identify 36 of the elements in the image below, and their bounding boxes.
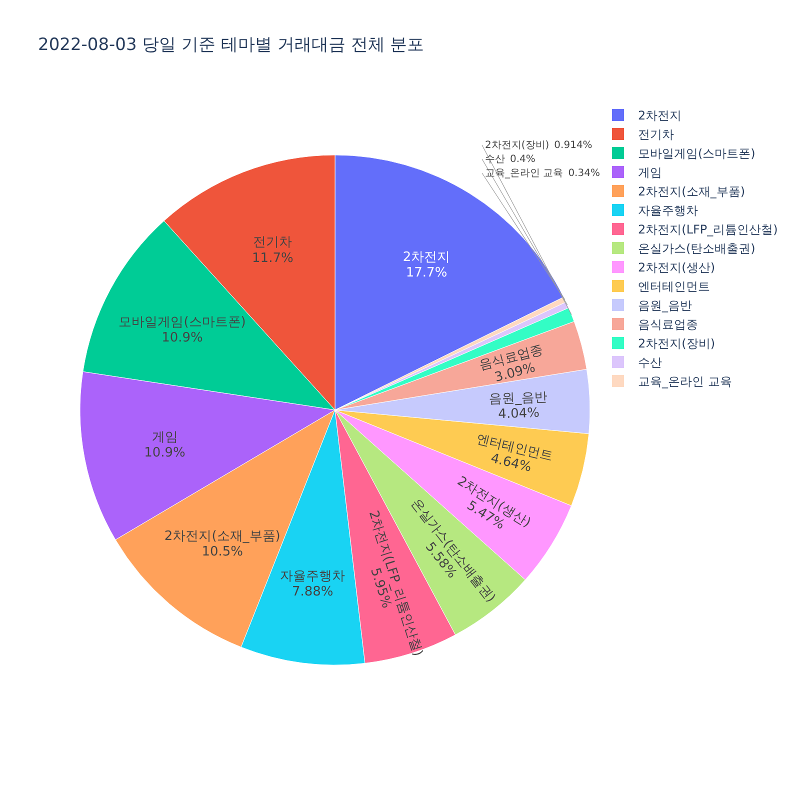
legend-label: 2차전지(장비) xyxy=(638,336,715,350)
legend-label: 온실가스(탄소배출권) xyxy=(638,242,756,256)
legend-label: 2차전지(소재_부품) xyxy=(638,184,745,198)
data-label: 11.7% xyxy=(252,250,294,266)
data-label: 0.914% xyxy=(554,140,592,151)
legend-label: 2차전지(생산) xyxy=(638,260,715,274)
legend-label: 전기차 xyxy=(638,128,674,142)
slice-label: 2차전지(장비) xyxy=(485,140,550,151)
legend-label: 자율주행차 xyxy=(638,204,698,218)
slice-label: 자율주행차 xyxy=(280,568,346,584)
legend-label: 게임 xyxy=(638,166,662,180)
data-label: 10.5% xyxy=(202,544,244,560)
slice-label: 2차전지(소재_부품) xyxy=(164,528,280,544)
data-label: 10.9% xyxy=(144,446,186,461)
legend-label: 수산 xyxy=(638,356,662,370)
slice-label: 교육_온라인 교육 xyxy=(485,168,564,179)
legend-label: 음원_음반 xyxy=(638,298,692,312)
legend-label: 2차전지 xyxy=(638,108,682,122)
chart-title: 2022-08-03 당일 기준 테마별 거래대금 전체 분포 xyxy=(38,35,424,55)
slice-label: 모바일게임(스마트폰) xyxy=(118,314,246,330)
slice-label: 음원_음반 xyxy=(488,390,548,407)
legend-label: 2차전지(LFP_리튬인산철) xyxy=(638,222,778,236)
data-label: 0.34% xyxy=(568,168,600,179)
slice-label: 수산 xyxy=(485,154,505,165)
slice-label: 2차전지 xyxy=(402,250,450,265)
data-label: 17.7% xyxy=(406,265,448,280)
legend-label: 음식료업종 xyxy=(638,318,698,332)
legend-label: 엔터테인먼트 xyxy=(638,280,710,294)
data-label: 4.04% xyxy=(498,406,540,422)
data-label: 7.88% xyxy=(292,584,334,600)
legend-label: 교육_온라인 교육 xyxy=(638,374,732,388)
slice-label: 전기차 xyxy=(253,235,292,250)
data-label: 10.9% xyxy=(162,330,203,346)
slice-label: 게임 xyxy=(152,430,178,446)
data-label: 0.4% xyxy=(510,154,536,165)
legend-label: 모바일게임(스마트폰) xyxy=(638,146,756,160)
